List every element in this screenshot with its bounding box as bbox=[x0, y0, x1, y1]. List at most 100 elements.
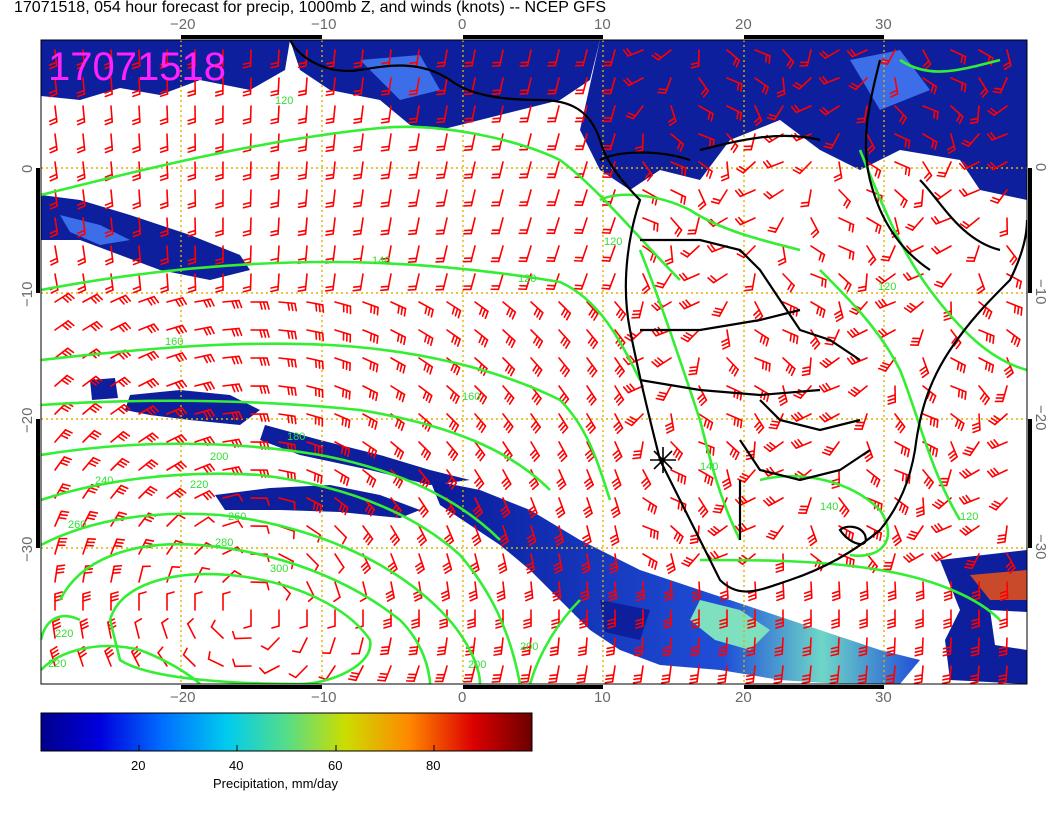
wind-barb bbox=[678, 272, 700, 282]
wind-barb bbox=[436, 105, 448, 124]
wind-barb bbox=[250, 329, 270, 338]
wind-barb bbox=[720, 161, 730, 182]
wind-barb bbox=[166, 566, 181, 583]
wind-barb bbox=[187, 245, 197, 265]
wind-barb bbox=[922, 133, 938, 150]
wind-barb bbox=[110, 322, 132, 333]
wind-barb bbox=[519, 77, 532, 95]
wind-barb bbox=[104, 189, 114, 210]
wind-barb bbox=[77, 217, 86, 238]
wind-barb bbox=[194, 591, 203, 611]
wind-barb bbox=[913, 189, 924, 209]
wind-barb bbox=[691, 609, 700, 629]
wind-barb bbox=[558, 329, 571, 349]
contour-label: 240 bbox=[95, 475, 113, 487]
wind-barb bbox=[389, 525, 400, 546]
wind-barb bbox=[632, 441, 644, 460]
wind-barb bbox=[76, 189, 86, 210]
wind-barb bbox=[77, 245, 87, 266]
wind-barb bbox=[922, 77, 938, 95]
wind-barb bbox=[830, 637, 840, 657]
wind-barb bbox=[408, 637, 420, 656]
tick-label: 30 bbox=[875, 16, 892, 33]
wind-barb bbox=[187, 161, 197, 181]
wind-barb bbox=[846, 327, 868, 338]
wind-barb bbox=[138, 378, 160, 389]
wind-barb bbox=[613, 413, 624, 434]
wind-barb bbox=[556, 469, 567, 491]
wind-barb bbox=[166, 513, 186, 527]
wind-barb bbox=[810, 273, 827, 288]
wind-barb bbox=[49, 645, 60, 667]
wind-barb bbox=[986, 467, 1008, 478]
wind-barb bbox=[243, 609, 252, 629]
height-contours bbox=[41, 58, 1027, 684]
wind-barb bbox=[321, 637, 336, 654]
wind-barb bbox=[823, 133, 840, 149]
wind-barb bbox=[971, 581, 981, 602]
wind-barb bbox=[777, 245, 787, 266]
wind-barb bbox=[797, 497, 812, 515]
wind-barb bbox=[866, 133, 876, 154]
wind-barb bbox=[763, 496, 784, 507]
wind-barb bbox=[707, 273, 728, 284]
wind-barb bbox=[887, 385, 897, 405]
wind-barb bbox=[166, 324, 188, 335]
wind-barb bbox=[803, 609, 812, 629]
wind-barb bbox=[48, 105, 58, 126]
wind-barb bbox=[790, 104, 812, 114]
wind-barb bbox=[318, 665, 336, 681]
wind-barb bbox=[664, 245, 674, 266]
wind-barb bbox=[362, 385, 379, 402]
wind-barb bbox=[418, 301, 434, 318]
wind-barb bbox=[799, 49, 812, 67]
wind-barb bbox=[270, 77, 280, 97]
wind-barb bbox=[132, 245, 142, 266]
wind-barb bbox=[362, 329, 379, 345]
wind-barb bbox=[711, 301, 728, 317]
wind-barb bbox=[681, 553, 700, 567]
wind-barb bbox=[166, 539, 184, 555]
wind-barb bbox=[922, 105, 939, 120]
wind-barb bbox=[242, 77, 252, 97]
wind-barb bbox=[297, 217, 308, 237]
wind-barb bbox=[801, 357, 812, 377]
wind-barb bbox=[82, 591, 91, 611]
wind-barb bbox=[76, 49, 86, 70]
wind-barb bbox=[362, 413, 378, 430]
wind-barb bbox=[763, 441, 784, 453]
wind-barb bbox=[105, 273, 114, 294]
wind-barb bbox=[352, 217, 364, 236]
wind-barb bbox=[722, 469, 732, 490]
wind-barb bbox=[194, 490, 216, 501]
tick-label: −10 bbox=[311, 689, 336, 706]
wind-barb bbox=[526, 525, 537, 547]
wind-barb bbox=[353, 105, 364, 124]
wind-barb bbox=[334, 413, 351, 429]
wind-barb bbox=[853, 413, 868, 431]
wind-barb bbox=[726, 105, 743, 121]
wind-barb bbox=[856, 105, 868, 124]
wind-barb bbox=[698, 497, 709, 518]
wind-barb bbox=[491, 49, 504, 68]
wind-barb bbox=[166, 591, 175, 611]
wind-barb bbox=[662, 637, 672, 657]
wind-barb bbox=[418, 385, 433, 404]
wind-barb bbox=[790, 438, 812, 449]
wind-barb bbox=[379, 273, 392, 292]
wind-barb bbox=[697, 189, 707, 211]
wind-barb bbox=[554, 525, 564, 547]
wind-barb bbox=[933, 273, 952, 288]
wind-barb bbox=[894, 469, 911, 484]
wind-barb bbox=[737, 469, 756, 483]
wind-barb bbox=[765, 525, 784, 540]
wind-barb bbox=[352, 189, 364, 208]
date-stamp: 17071518 bbox=[48, 45, 226, 89]
wind-barb bbox=[353, 77, 364, 96]
wind-barb bbox=[380, 161, 392, 180]
wind-barb bbox=[159, 77, 169, 98]
wind-barb bbox=[418, 497, 429, 518]
wind-barb bbox=[436, 49, 448, 68]
wind-barb bbox=[474, 469, 485, 490]
